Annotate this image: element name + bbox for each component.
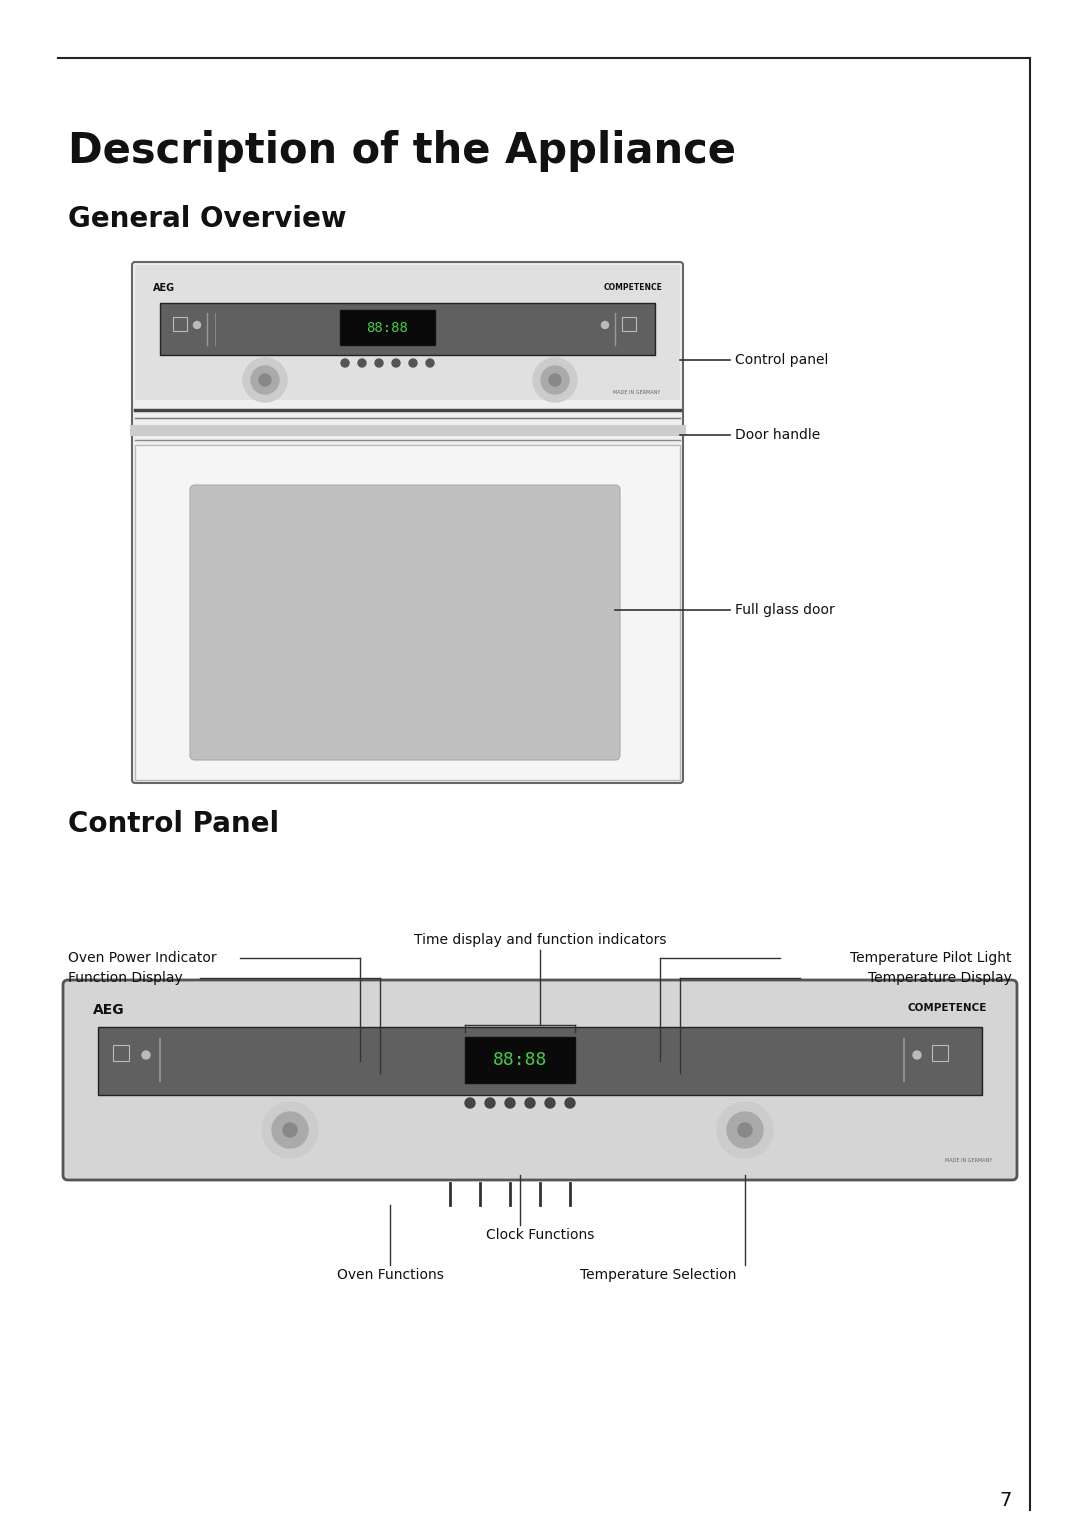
Circle shape bbox=[602, 321, 608, 329]
Circle shape bbox=[717, 1102, 773, 1157]
Circle shape bbox=[485, 1098, 495, 1109]
Circle shape bbox=[341, 359, 349, 367]
Circle shape bbox=[727, 1112, 762, 1148]
Text: Door handle: Door handle bbox=[735, 428, 820, 442]
Text: 88:88: 88:88 bbox=[492, 1050, 548, 1069]
Bar bbox=[135, 265, 680, 401]
Circle shape bbox=[541, 365, 569, 394]
Bar bbox=[340, 310, 435, 346]
FancyBboxPatch shape bbox=[190, 485, 620, 760]
Text: AEG: AEG bbox=[153, 283, 175, 294]
Text: MADE IN GERMANY: MADE IN GERMANY bbox=[612, 390, 660, 394]
Bar bbox=[113, 1044, 129, 1061]
Circle shape bbox=[262, 1102, 318, 1157]
Text: MADE IN GERMANY: MADE IN GERMANY bbox=[945, 1157, 993, 1164]
Circle shape bbox=[357, 359, 366, 367]
Circle shape bbox=[426, 359, 434, 367]
Text: Oven Functions: Oven Functions bbox=[337, 1268, 444, 1281]
Text: Temperature Display: Temperature Display bbox=[868, 971, 1012, 985]
Text: Temperature Pilot Light: Temperature Pilot Light bbox=[851, 951, 1012, 965]
Circle shape bbox=[243, 358, 287, 402]
Circle shape bbox=[375, 359, 383, 367]
Circle shape bbox=[549, 375, 561, 385]
FancyBboxPatch shape bbox=[132, 261, 683, 783]
Bar bbox=[622, 317, 636, 330]
Bar bbox=[135, 445, 680, 780]
Text: 88:88: 88:88 bbox=[366, 321, 408, 335]
Circle shape bbox=[272, 1112, 308, 1148]
Circle shape bbox=[193, 321, 201, 329]
Circle shape bbox=[738, 1122, 752, 1138]
Text: Function Display: Function Display bbox=[68, 971, 183, 985]
Bar bbox=[173, 317, 187, 330]
Bar bbox=[932, 1044, 948, 1061]
Text: Full glass door: Full glass door bbox=[735, 602, 835, 618]
Text: Temperature Selection: Temperature Selection bbox=[580, 1268, 737, 1281]
Circle shape bbox=[465, 1098, 475, 1109]
Circle shape bbox=[259, 375, 271, 385]
Text: 7: 7 bbox=[1000, 1491, 1012, 1509]
Circle shape bbox=[525, 1098, 535, 1109]
Text: AEG: AEG bbox=[93, 1003, 124, 1017]
Text: Oven Power Indicator: Oven Power Indicator bbox=[68, 951, 217, 965]
FancyBboxPatch shape bbox=[63, 980, 1017, 1180]
Circle shape bbox=[913, 1050, 921, 1060]
Circle shape bbox=[534, 358, 577, 402]
Bar bbox=[98, 1027, 982, 1095]
Bar bbox=[465, 1037, 575, 1083]
Circle shape bbox=[141, 1050, 150, 1060]
Circle shape bbox=[251, 365, 279, 394]
Text: Time display and function indicators: Time display and function indicators bbox=[414, 933, 666, 946]
Circle shape bbox=[545, 1098, 555, 1109]
Circle shape bbox=[392, 359, 400, 367]
Text: General Overview: General Overview bbox=[68, 205, 347, 232]
Circle shape bbox=[565, 1098, 575, 1109]
Text: Control panel: Control panel bbox=[735, 353, 828, 367]
Text: COMPETENCE: COMPETENCE bbox=[907, 1003, 987, 1014]
Circle shape bbox=[505, 1098, 515, 1109]
Text: Description of the Appliance: Description of the Appliance bbox=[68, 130, 735, 171]
Bar bbox=[160, 303, 654, 355]
Circle shape bbox=[409, 359, 417, 367]
Text: COMPETENCE: COMPETENCE bbox=[603, 283, 662, 292]
Text: Control Panel: Control Panel bbox=[68, 810, 279, 838]
Text: Clock Functions: Clock Functions bbox=[486, 1228, 594, 1242]
Circle shape bbox=[283, 1122, 297, 1138]
